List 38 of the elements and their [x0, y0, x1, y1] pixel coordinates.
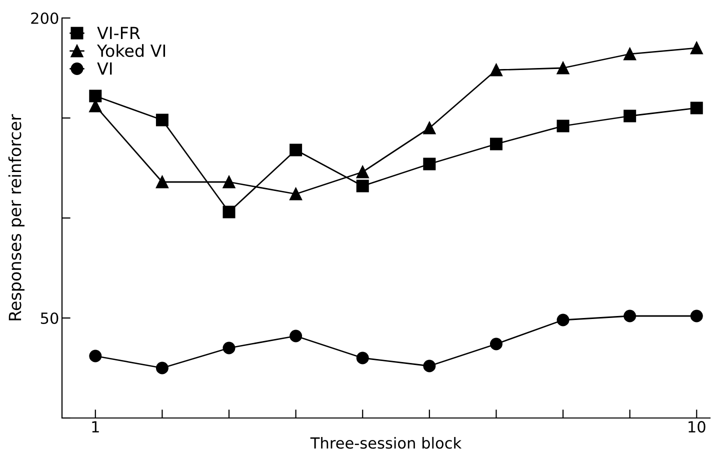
point: [290, 330, 302, 342]
legend-label: VI: [97, 62, 112, 75]
point: [156, 362, 168, 374]
x-axis-title: Three-session block: [310, 436, 462, 449]
point: [556, 62, 570, 74]
point: [624, 48, 636, 60]
x-tick-label: 1: [92, 421, 99, 432]
point: [356, 166, 369, 178]
point: [624, 310, 636, 322]
point: [423, 360, 436, 372]
point: [556, 120, 570, 132]
point: [490, 338, 502, 350]
point: [222, 206, 236, 218]
point: [156, 176, 168, 188]
x-tick-label: 10: [688, 421, 706, 433]
point: [156, 114, 168, 126]
point: [356, 180, 369, 192]
point: [89, 350, 102, 362]
point: [690, 42, 703, 54]
point: [690, 310, 703, 322]
point: [222, 176, 236, 188]
legend-label: VI-FR: [97, 26, 140, 39]
legend-label: Yoked VI: [96, 44, 166, 58]
point: [290, 144, 302, 156]
point: [356, 352, 369, 364]
point: [423, 122, 436, 134]
y-tick-label: 50: [40, 312, 58, 324]
point: [624, 110, 636, 122]
point: [423, 158, 436, 170]
point: [290, 188, 302, 200]
point: [490, 64, 502, 76]
point: [690, 102, 703, 114]
point: [89, 90, 102, 102]
point: [490, 138, 502, 150]
point: [222, 342, 236, 354]
point: [556, 314, 570, 326]
y-tick-label: 200: [31, 12, 58, 24]
y-axis-title: Responses per reinforcer: [8, 114, 25, 320]
